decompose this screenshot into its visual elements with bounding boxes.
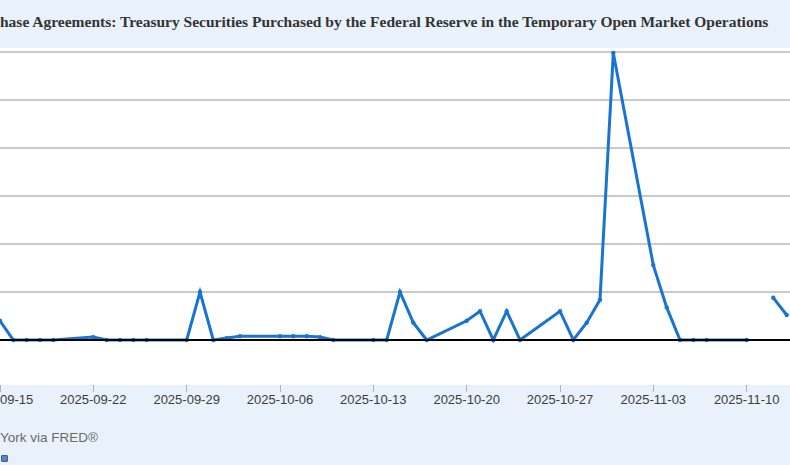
- x-axis-tick-label: 2025-11-03: [621, 392, 687, 408]
- x-axis-tick-mark: [0, 385, 1, 392]
- x-axis-tick-mark: [186, 385, 187, 392]
- x-axis-tick-label: 2025-10-06: [247, 392, 314, 408]
- plot-area[interactable]: [0, 48, 790, 385]
- chart-title-bar: hase Agreements: Treasury Securities Pur…: [0, 0, 790, 48]
- x-axis-tick-mark: [560, 385, 561, 392]
- x-axis-tick-label: 2025-10-13: [340, 392, 407, 408]
- x-axis-tick-label: 2025-09-29: [153, 392, 220, 408]
- x-axis-band: 2025-09-15 2025-09-22 2025-09-29 2025-10-06…: [0, 385, 790, 465]
- x-axis-tick-mark: [280, 385, 281, 392]
- chart-title: hase Agreements: Treasury Securities Pur…: [0, 13, 768, 31]
- x-axis-tick-label: 2025-10-27: [527, 392, 594, 408]
- x-axis-tick-mark: [466, 385, 467, 392]
- x-axis-tick-label: 2025-09-22: [60, 392, 127, 408]
- x-axis-tick-label: 2025-11-10: [714, 392, 780, 408]
- x-axis-tick-mark: [373, 385, 374, 392]
- x-axis-tick-label: 2025-10-20: [433, 392, 500, 408]
- source-attribution: York via FRED®: [0, 430, 98, 445]
- x-axis-tick-label: 2025-09-15: [0, 392, 33, 408]
- x-axis-tick-mark: [746, 385, 747, 392]
- x-axis-tick-mark: [653, 385, 654, 392]
- fred-chart-widget: hase Agreements: Treasury Securities Pur…: [0, 0, 790, 465]
- x-axis-tick-mark: [93, 385, 94, 392]
- gridlines-group: [0, 52, 790, 292]
- date-range-slider-handle[interactable]: [1, 455, 8, 462]
